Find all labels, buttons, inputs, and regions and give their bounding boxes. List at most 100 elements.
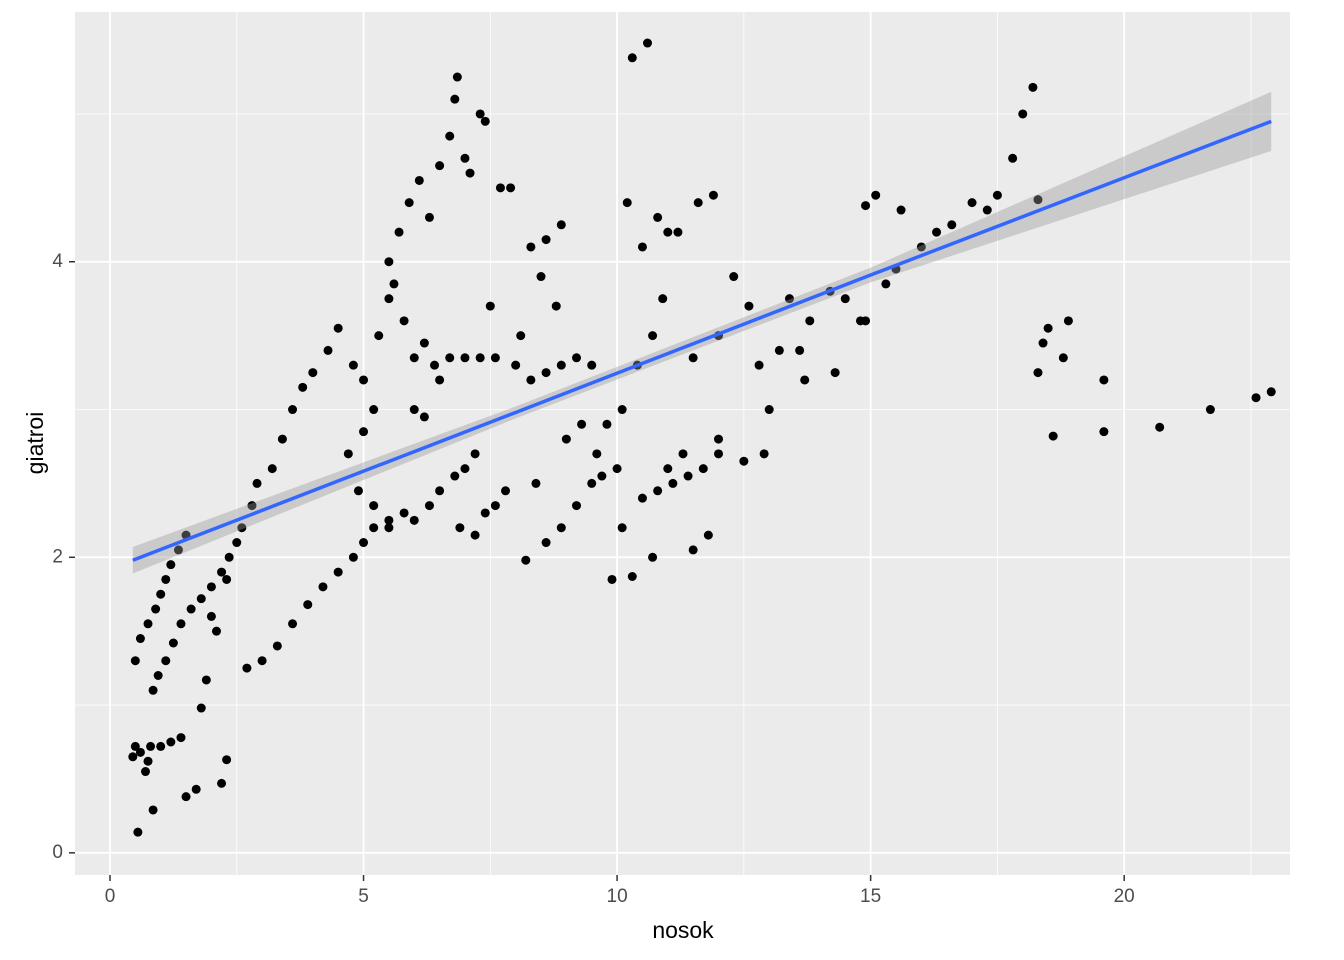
point [161,574,171,584]
point [703,530,713,540]
point [146,741,156,751]
point [128,752,138,762]
point [460,153,470,163]
point [587,360,597,370]
point [485,301,495,311]
point [151,604,161,614]
point [774,345,784,355]
point [617,523,627,533]
point [399,508,409,518]
point [201,675,211,685]
point [1266,387,1276,397]
point [272,641,282,651]
point [168,638,178,648]
point [1063,316,1073,326]
point [369,523,379,533]
point [419,412,429,422]
point [744,301,754,311]
point [739,456,749,466]
point [572,353,582,363]
point [612,464,622,474]
point [840,294,850,304]
point [881,279,891,289]
point [643,38,653,48]
y-tick-label: 4 [52,251,63,272]
point [764,405,774,415]
point [729,272,739,282]
point [267,464,277,474]
point [602,419,612,429]
point [526,242,536,252]
point [369,501,379,511]
point [399,316,409,326]
point [871,190,881,200]
point [308,368,318,378]
point [759,449,769,459]
point [1251,393,1261,403]
point [627,53,637,63]
point [359,538,369,548]
point [490,501,500,511]
point [1155,422,1165,432]
point [653,212,663,222]
point [455,523,465,533]
point [495,183,505,193]
confidence-band [132,91,1272,574]
point [298,382,308,392]
point [143,619,153,629]
point [683,471,693,481]
x-tick-label: 10 [607,886,628,907]
point [130,741,140,751]
point [1043,323,1053,333]
point [237,523,247,533]
point [556,360,566,370]
point [561,434,571,444]
point [247,501,257,511]
point [435,375,445,385]
y-axis-title: giatroi [22,412,48,475]
point [343,449,353,459]
point [206,582,216,592]
x-tick-label: 5 [358,886,369,907]
point [501,486,511,496]
point [323,345,333,355]
point [222,755,232,765]
point [414,175,424,185]
point [435,161,445,171]
point [196,703,206,713]
point [389,279,399,289]
point [186,604,196,614]
point [196,594,206,604]
point [176,619,186,629]
point [475,109,485,119]
point [653,486,663,496]
point [480,508,490,518]
point [688,353,698,363]
point [166,737,176,747]
point [318,582,328,592]
point [480,116,490,126]
point [587,478,597,488]
point [861,201,871,211]
x-axis-title: nosok [652,917,714,943]
point [541,368,551,378]
point [374,331,384,341]
point [861,316,871,326]
point [556,220,566,230]
point [452,72,462,82]
point [384,294,394,304]
point [622,198,632,208]
point [161,656,171,666]
point [130,656,140,666]
point [206,611,216,621]
point [592,449,602,459]
point [992,190,1002,200]
point [409,353,419,363]
point [430,360,440,370]
point [384,523,394,533]
point [450,94,460,104]
point [450,471,460,481]
point [424,212,434,222]
